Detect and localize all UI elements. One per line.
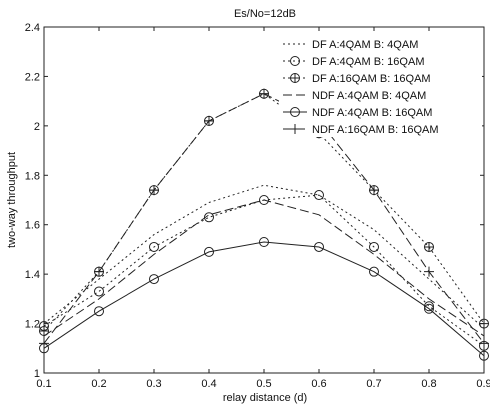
series-line [43, 184, 485, 329]
series-point [149, 274, 159, 285]
series-point [259, 237, 269, 248]
y-tick-label: 1.6 [25, 220, 40, 232]
series-line [43, 241, 485, 357]
series-line [43, 194, 485, 347]
series-point [290, 73, 300, 83]
series-point [479, 350, 489, 361]
series-point [290, 107, 300, 117]
legend-label: DF A:4QAM B: 16QAM [312, 56, 424, 68]
legend-label: DF A:16QAM B: 16QAM [312, 73, 431, 85]
legend-box [279, 33, 482, 137]
series-point [149, 185, 159, 196]
axis-ticks: 0.1 0.2 0.3 0.4 0.5 0.6 0.7 0.8 0.9 1 1.2 1.4 1.6 1.8… [25, 22, 490, 390]
chart-title: Es/No=12dB [234, 8, 296, 20]
series-point [259, 195, 269, 205]
series-point [369, 266, 379, 277]
y-tick-label: 1.4 [25, 269, 40, 281]
y-tick-label: 1.8 [25, 170, 40, 182]
x-tick-label: 0.8 [421, 378, 436, 390]
x-tick-label: 0.6 [311, 378, 326, 390]
series-point [39, 325, 49, 336]
x-tick-label: 0.9 [476, 378, 490, 390]
series-point [259, 88, 269, 99]
y-tick-label: 2.2 [25, 71, 40, 83]
y-axis-label: two-way throughput [6, 152, 18, 248]
series-point [369, 185, 379, 196]
series-point [204, 115, 214, 126]
series-point [424, 266, 434, 277]
series-point [94, 286, 104, 297]
x-tick-label: 0.5 [256, 378, 271, 390]
series-point [479, 318, 489, 329]
x-axis-label: relay distance (d) [223, 392, 307, 404]
y-tick-label: 1.2 [25, 319, 40, 331]
series-point [314, 241, 324, 252]
x-tick-label: 0.4 [201, 378, 216, 390]
series-point [314, 190, 324, 201]
series-point [149, 241, 159, 252]
legend-label: NDF A:4QAM B: 16QAM [312, 107, 432, 119]
legend-label: NDF A:4QAM B: 4QAM [312, 90, 426, 102]
series-point [424, 241, 434, 252]
x-tick-label: 0.3 [146, 378, 161, 390]
y-tick-label: 1 [34, 368, 40, 380]
x-tick-label: 0.1 [36, 378, 51, 390]
legend: DF A:4QAM B: 4QAM DF A:4QAM B: 16QAM DF A:… [279, 33, 482, 137]
y-tick-label: 2 [34, 121, 40, 133]
legend-label: NDF A:16QAM B: 16QAM [312, 124, 439, 136]
series-line [43, 199, 485, 337]
y-tick-label: 2.4 [25, 22, 40, 34]
series-point [424, 301, 434, 312]
series-point [424, 303, 434, 314]
series-point [290, 56, 300, 66]
series-point [94, 306, 104, 317]
x-tick-label: 0.7 [366, 378, 381, 390]
series-point [39, 338, 49, 349]
series-point [290, 124, 300, 134]
legend-label: DF A:4QAM B: 4QAM [312, 39, 418, 51]
series-point [204, 246, 214, 257]
x-tick-label: 0.2 [91, 378, 106, 390]
series-point [369, 241, 379, 252]
series-point [479, 338, 489, 349]
series-point [204, 212, 214, 223]
series-point [94, 266, 104, 277]
